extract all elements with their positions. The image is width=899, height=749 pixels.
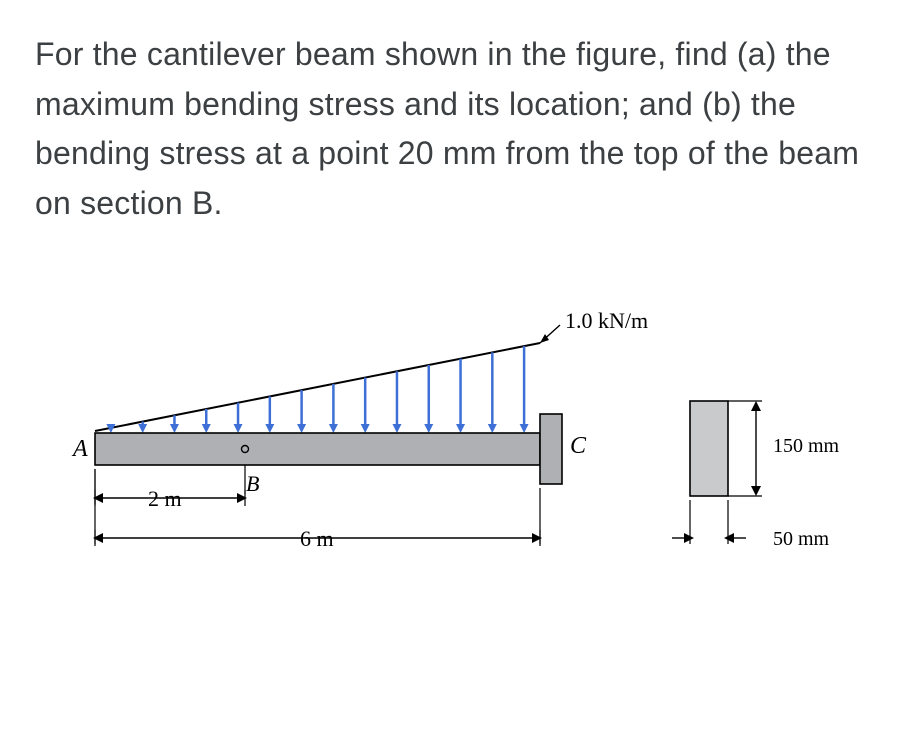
span-ab-label: 2 m [148,486,182,512]
diagram-svg [35,293,895,573]
load-label: 1.0 kN/m [565,308,648,334]
point-b-label: B [246,471,259,497]
point-a-label: A [73,436,88,463]
section-depth-label: 150 mm [773,435,839,458]
point-c-label: C [570,433,586,460]
figure: 1.0 kN/m A B C 2 m 6 m 150 mm 50 mm [35,293,864,573]
span-ac-label: 6 m [300,526,334,552]
problem-statement: For the cantilever beam shown in the fig… [35,30,864,228]
section-width-label: 50 mm [773,528,829,551]
